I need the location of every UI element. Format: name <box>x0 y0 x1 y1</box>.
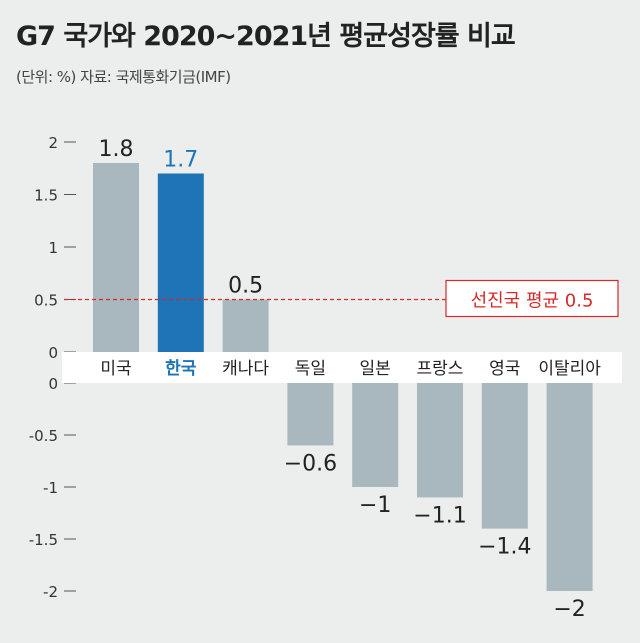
y-axis: 2 1.5 1 0.5 0 0 -0.5 -1 -1.5 -2 <box>29 134 76 601</box>
data-label: 0.5 <box>228 274 263 299</box>
data-label: 1.7 <box>163 148 198 173</box>
reference-label-box <box>445 279 619 318</box>
chart-source: (단위: %) 자료: 국제통화기금(IMF) <box>16 68 231 86</box>
bar <box>481 383 528 529</box>
data-label: 1.8 <box>99 137 134 162</box>
reference-line-group: 선진국 평균 0.5 <box>64 279 619 318</box>
data-label: −2 <box>553 597 585 622</box>
bar <box>417 383 463 498</box>
category-label: 영국 <box>489 359 520 379</box>
y-tick-label: 1.5 <box>34 187 58 205</box>
category-label: 캐나다 <box>222 359 269 379</box>
bar <box>93 163 139 352</box>
category-label: 한국 <box>165 359 197 379</box>
bar <box>546 383 593 591</box>
data-label: −0.6 <box>284 451 337 476</box>
y-tick-label: 0 <box>48 375 58 393</box>
category-label: 독일 <box>295 359 326 379</box>
data-label: −1.4 <box>478 535 531 560</box>
y-tick-label: -0.5 <box>29 427 58 445</box>
y-tick-label: 2 <box>48 134 58 152</box>
bar <box>157 173 204 352</box>
y-tick-label: -1 <box>43 479 58 497</box>
bar <box>287 383 334 446</box>
category-label-band <box>62 352 622 383</box>
reference-label: 선진국 평균 0.5 <box>471 291 594 312</box>
y-tick-label: 0.5 <box>34 292 58 310</box>
data-label: −1 <box>359 493 391 518</box>
chart-title: G7 국가와 2020~2021년 평균성장률 비교 <box>16 21 516 52</box>
bars <box>93 163 593 591</box>
category-label: 일본 <box>360 359 391 379</box>
labels: 1.8 미국 1.7 한국 0.5 캐나다 −0.6 독일 −1 일본 −1.1 프랑스 −1.4 영국 −… <box>99 137 602 622</box>
y-tick-label: 0 <box>48 344 58 362</box>
bar <box>222 299 269 352</box>
category-label: 미국 <box>100 359 131 379</box>
category-label: 프랑스 <box>417 359 464 379</box>
y-tick-label: -1.5 <box>29 531 58 549</box>
category-label: 이탈리아 <box>538 359 601 379</box>
y-tick-label: 1 <box>48 239 58 257</box>
bar <box>352 383 399 487</box>
y-tick-label: -2 <box>43 583 58 601</box>
data-label: −1.1 <box>413 503 466 528</box>
